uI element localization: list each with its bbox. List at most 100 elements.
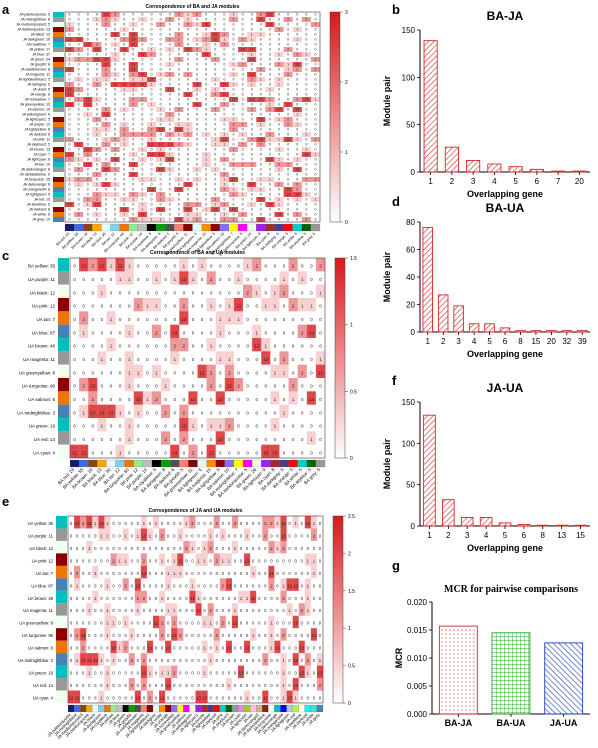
heatmap-cell — [165, 157, 175, 162]
heatmap-cell — [74, 653, 81, 666]
cell-value: 13 — [68, 103, 72, 107]
scale-tick-label: 2 — [348, 551, 351, 557]
heatmap-cell — [80, 628, 87, 641]
heatmap-cell — [74, 578, 81, 591]
row-label: UA blue: 87 — [32, 330, 56, 335]
cell-value: 0 — [123, 68, 125, 72]
cell-value: 1 — [251, 38, 253, 42]
cell-value: 0 — [260, 203, 262, 207]
heatmap-cell — [80, 516, 87, 529]
heatmap-cell — [119, 212, 129, 217]
heatmap-cell — [128, 217, 138, 222]
heatmap-cell — [224, 298, 234, 312]
cell-value: 1 — [141, 178, 143, 182]
cell-value: 0 — [146, 357, 149, 362]
y-tick-label: 0 — [411, 328, 416, 337]
cell-value: 0 — [114, 173, 116, 177]
cell-value: 0 — [106, 646, 109, 651]
heatmap-cell — [140, 553, 147, 566]
cell-value: 1 — [240, 596, 243, 601]
cell-value: 0 — [282, 646, 285, 651]
cell-value: 0 — [69, 213, 71, 217]
heatmap-cell — [207, 528, 214, 541]
cell-value: 0 — [70, 608, 73, 613]
scale-tick-label: 1.5 — [348, 589, 355, 595]
cell-value: 0 — [125, 596, 128, 601]
cell-value: 0 — [123, 218, 125, 222]
cell-value: 0 — [173, 397, 176, 402]
heatmap-cell — [128, 67, 138, 72]
y-tick-label: 20 — [406, 301, 415, 310]
cell-value: 0 — [214, 123, 216, 127]
cell-value: 1 — [167, 608, 170, 613]
heatmap-cell — [256, 142, 266, 147]
heatmap-cell — [301, 97, 311, 102]
cell-value: 0 — [96, 188, 98, 192]
column-color-swatch — [124, 459, 134, 468]
cell-value: 0 — [313, 608, 316, 613]
heatmap-cell — [283, 47, 293, 52]
row-label: BA yellow: 35 — [28, 264, 56, 269]
cell-value: 0 — [187, 148, 189, 152]
heatmap-cell — [115, 258, 125, 272]
heatmap-cell — [238, 162, 248, 167]
heatmap-cell — [83, 177, 93, 182]
cell-value: 1 — [141, 18, 143, 22]
column-color-swatch — [188, 459, 198, 468]
heatmap-cell — [177, 628, 184, 641]
cell-value: 0 — [232, 48, 234, 52]
bar — [468, 323, 480, 333]
cell-value: 2 — [292, 384, 295, 389]
cell-value: 0 — [151, 198, 153, 202]
row-label: JA red: 15 — [34, 198, 50, 202]
cell-value: 0 — [110, 304, 113, 309]
cell-value: 13 — [135, 583, 140, 588]
heatmap-cell — [119, 142, 129, 147]
cell-value: 0 — [196, 98, 198, 102]
heatmap-cell — [268, 565, 275, 579]
row-color-swatch — [53, 122, 64, 127]
cell-value: 2 — [87, 58, 89, 62]
cell-value: 2 — [251, 108, 253, 112]
row-label: JA brown: 13 — [29, 148, 50, 152]
column-color-swatch — [237, 704, 245, 713]
cell-value: 0 — [87, 83, 89, 87]
cell-value: 0 — [192, 384, 195, 389]
cell-value: 0 — [269, 173, 271, 177]
cell-value: 0 — [214, 153, 216, 157]
cell-value: 0 — [78, 133, 80, 137]
cell-value: 13 — [177, 128, 181, 132]
cell-value: 2 — [161, 633, 164, 638]
heatmap-cell — [268, 640, 275, 654]
cell-value: 0 — [118, 521, 121, 526]
heatmap-cell — [128, 172, 138, 177]
cell-value: 1 — [119, 450, 122, 455]
cell-value: 0 — [292, 357, 295, 362]
cell-value: 0 — [110, 330, 113, 335]
cell-value: 1 — [169, 63, 171, 67]
cell-value: 0 — [118, 546, 121, 551]
heatmap-cell — [310, 553, 317, 566]
column-color-swatch — [116, 704, 123, 713]
cell-value: 0 — [240, 571, 243, 576]
chart-title: BA-UA — [486, 201, 525, 215]
cell-value: 0 — [251, 168, 253, 172]
column-color-swatch — [92, 223, 102, 232]
cell-value: 0 — [88, 683, 91, 688]
cell-value: 0 — [151, 88, 153, 92]
heatmap-cell — [274, 167, 284, 172]
cell-value: 0 — [255, 277, 258, 282]
cell-value: 0 — [313, 621, 316, 626]
heatmap-cell — [286, 690, 293, 703]
heatmap-cell — [146, 82, 157, 87]
cell-value: 0 — [69, 53, 71, 57]
heatmap-cell — [225, 640, 232, 654]
bar — [544, 642, 584, 715]
heatmap-cell — [134, 603, 141, 616]
heatmap-cell — [183, 47, 193, 52]
cell-value: 0 — [205, 193, 207, 197]
heatmap-cell — [119, 132, 129, 137]
cell-value: 0 — [197, 671, 200, 676]
cell-value: 0 — [178, 23, 180, 27]
cell-value: 0 — [242, 158, 244, 162]
